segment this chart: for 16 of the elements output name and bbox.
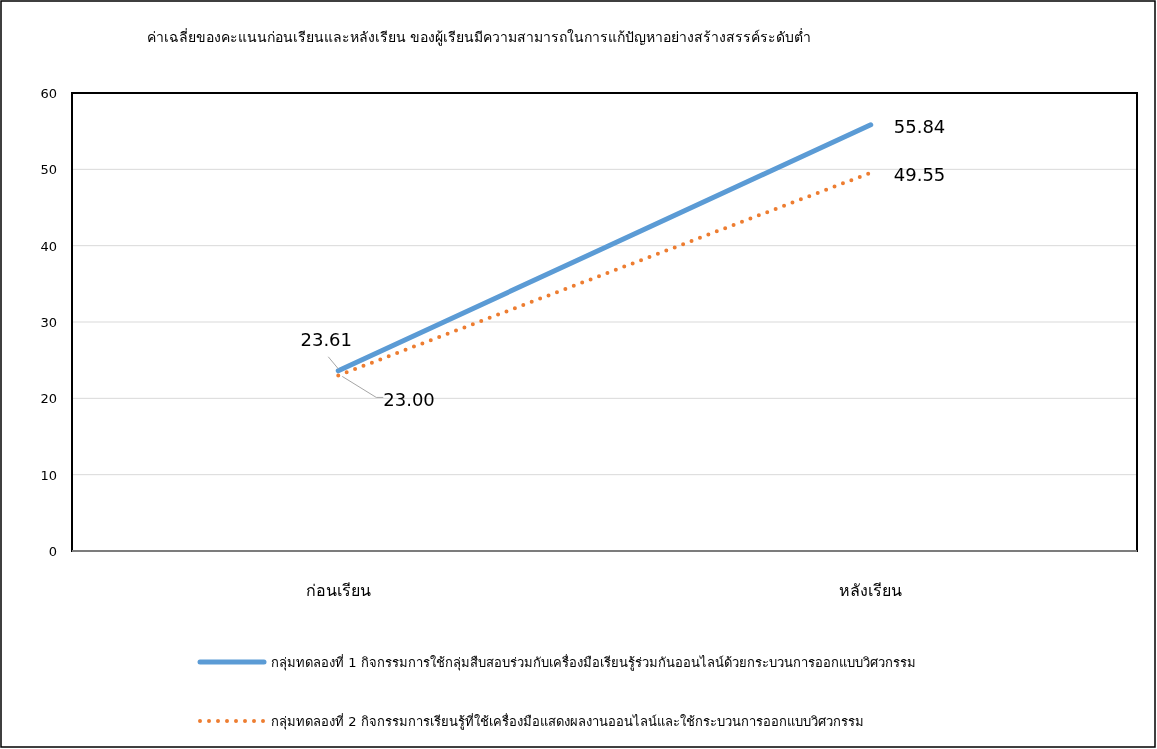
- y-tick-label: 60: [40, 86, 57, 101]
- data-label: 23.61: [300, 328, 353, 350]
- legend-label: กลุ่มทดลองที่ 2 กิจกรรมการเรียนรู้ที่ใช้เครื่องมือแสดงผลงานออนไลน์และใช้กระบวนการออกแบบวิศวกรรม: [271, 713, 864, 730]
- legend-label: กลุ่มทดลองที่ 1 กิจกรรมการใช้กลุ่มสืบสอบร่วมกับเครื่องมือเรียนรู้ร่วมกันออนไลน์ด้วยกระบวนการออกแบบวิศวกรรม: [271, 654, 916, 671]
- x-tick-label: ก่อนเรียน: [305, 581, 371, 600]
- data-label: 55.84: [893, 115, 946, 137]
- chart-title: ค่าเฉลี่ยของคะแนนก่อนเรียนและหลังเรียน ของผู้เรียนมีความสามารถในการแก้ปัญหาอย่างสร้างสรรค์ระดับต่ำ: [147, 28, 812, 46]
- y-tick-label: 30: [40, 315, 57, 330]
- y-tick-label: 0: [48, 544, 57, 559]
- data-label: 23.00: [383, 389, 435, 411]
- y-tick-label: 50: [40, 162, 57, 178]
- y-tick-label: 20: [40, 391, 57, 407]
- y-tick-label: 10: [40, 467, 57, 483]
- x-tick-label: หลังเรียน: [839, 581, 903, 600]
- data-label: 49.55: [893, 163, 946, 185]
- y-tick-label: 40: [40, 238, 57, 254]
